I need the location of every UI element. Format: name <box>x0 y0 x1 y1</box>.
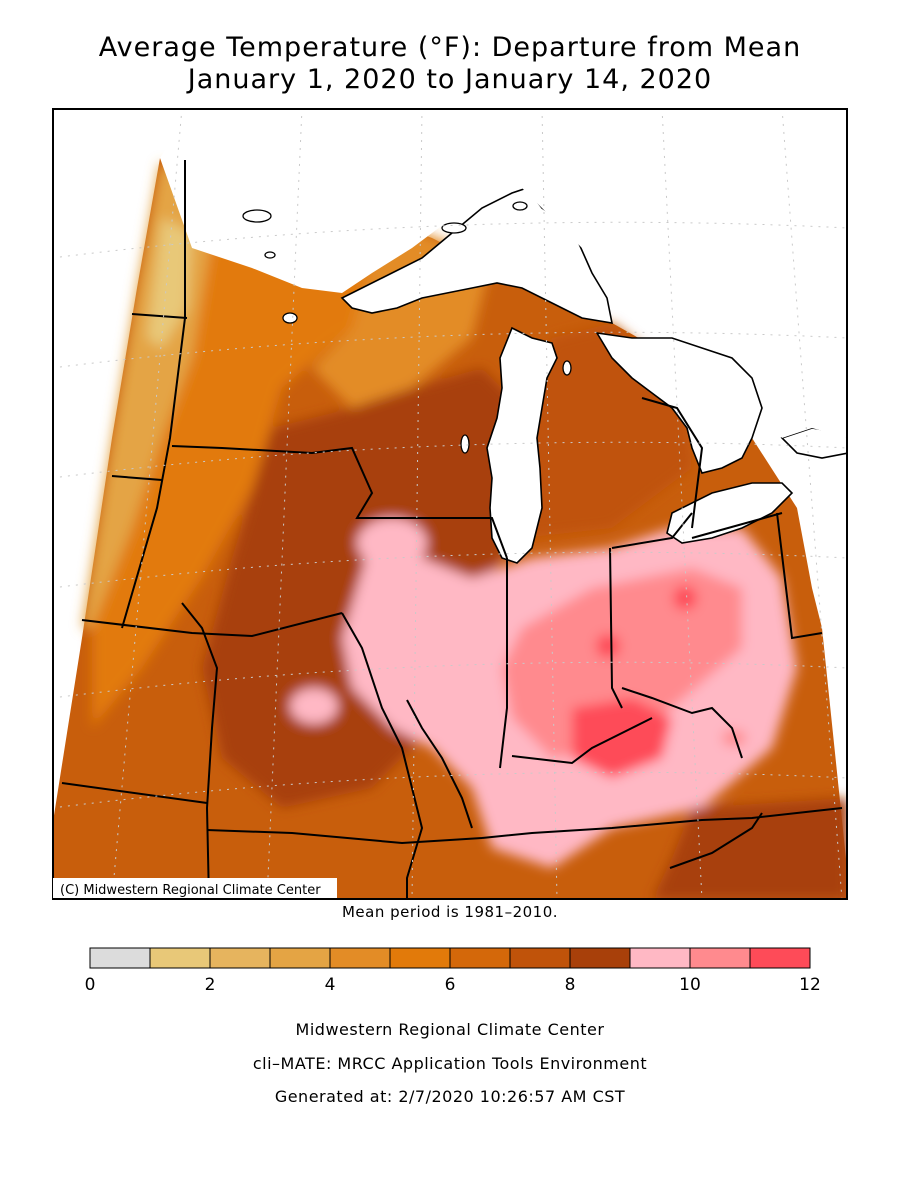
copyright-text: (C) Midwestern Regional Climate Center <box>60 883 321 898</box>
temperature-departure-map: (C) Midwestern Regional Climate Center <box>52 108 848 900</box>
state-boundaries <box>61 160 843 900</box>
footer-tool: cli–MATE: MRCC Application Tools Environ… <box>252 1054 648 1073</box>
legend-tick-label: 10 <box>679 975 701 995</box>
northern-land <box>160 108 848 438</box>
map-title: Average Temperature (°F): Departure from… <box>98 32 802 63</box>
legend-bin-11 <box>749 947 811 969</box>
copyright-box <box>53 878 337 898</box>
map-frame <box>52 108 848 900</box>
footer-generated-time: Generated at: 2/7/2020 10:26:57 AM CST <box>274 1087 626 1106</box>
legend-tick-label: 6 <box>445 975 456 995</box>
mean-period-note: Mean period is 1981–2010. <box>341 903 559 921</box>
legend-bin-2 <box>209 947 271 969</box>
footer-organization: Midwestern Regional Climate Center <box>295 1020 605 1039</box>
legend-tick-label: 2 <box>205 975 216 995</box>
legend-tick-label: 12 <box>799 975 821 995</box>
legend-bin-9 <box>629 947 691 969</box>
legend-bin-1 <box>149 947 211 969</box>
legend-bin-8 <box>569 947 631 969</box>
legend-bin-4 <box>329 947 391 969</box>
color-legend: 0 2 4 6 8 10 12 <box>85 947 821 995</box>
legend-tick-label: 4 <box>325 975 336 995</box>
temperature-field <box>52 158 848 900</box>
lake-huron <box>595 331 763 474</box>
legend-bin-10 <box>689 947 751 969</box>
legend-tick-label: 0 <box>85 975 96 995</box>
lake-erie <box>666 482 794 544</box>
legend-bin-3 <box>269 947 331 969</box>
legend-bin-5 <box>389 947 451 969</box>
graticule <box>52 108 848 900</box>
legend-tick-label: 8 <box>565 975 576 995</box>
legend-bin-6 <box>449 947 511 969</box>
legend-bin-7 <box>509 947 571 969</box>
lake-michigan <box>486 326 558 564</box>
map-date-range: January 1, 2020 to January 14, 2020 <box>187 64 713 95</box>
legend-bin-0 <box>89 947 151 969</box>
